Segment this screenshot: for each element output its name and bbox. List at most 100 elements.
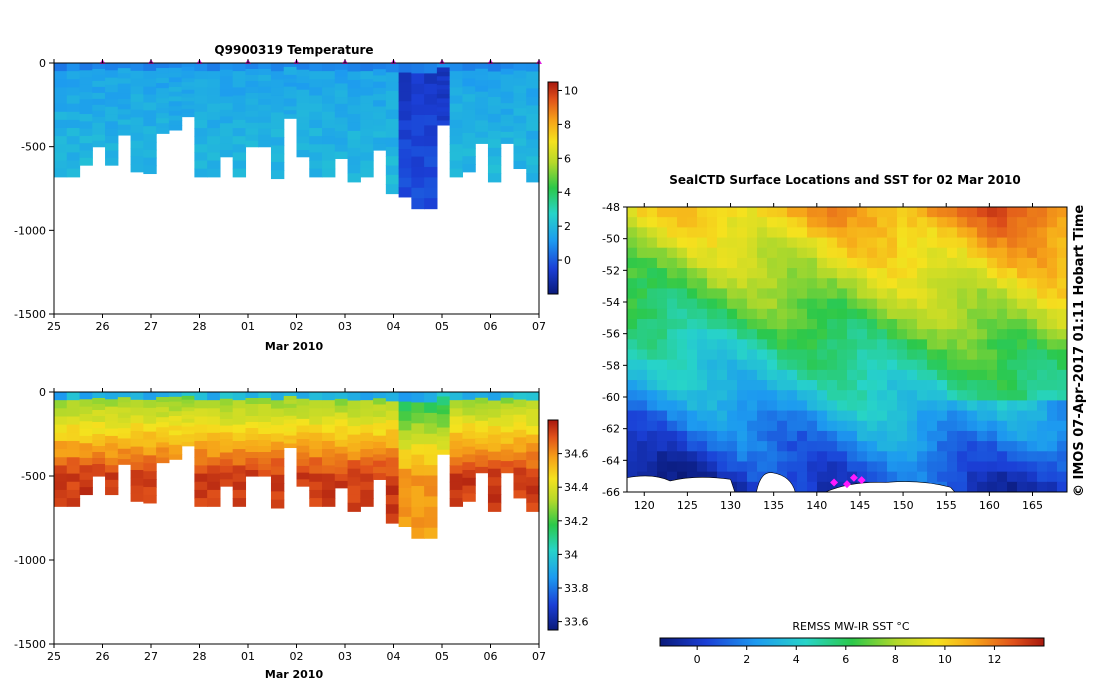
sst-cell xyxy=(687,227,698,239)
sst-cell xyxy=(677,207,688,218)
profile-cell xyxy=(424,83,438,95)
sst-cell xyxy=(1037,257,1048,269)
sst-cell xyxy=(897,257,908,269)
profile-cell xyxy=(117,397,132,403)
sst-cell xyxy=(1037,268,1048,279)
profile-cell xyxy=(156,417,170,423)
profile-cell xyxy=(54,449,68,458)
sst-cell xyxy=(1027,451,1038,463)
profile-cell xyxy=(449,392,464,401)
profile-cell xyxy=(424,125,438,137)
profile-cell xyxy=(411,444,425,456)
profile-cell xyxy=(309,87,323,97)
profile-cell xyxy=(232,481,247,491)
profile-cell xyxy=(66,160,81,170)
sst-cell xyxy=(767,441,778,452)
profile-cell xyxy=(398,139,412,150)
sst-cell xyxy=(907,441,918,452)
sst-cell xyxy=(1007,380,1018,391)
sst-cell xyxy=(837,471,848,483)
sst-cell xyxy=(967,369,978,381)
sst-cell xyxy=(787,339,798,351)
profile-cell xyxy=(373,63,387,70)
profile-cell xyxy=(360,498,374,507)
sst-cell xyxy=(737,390,748,402)
profile-cell xyxy=(373,143,387,151)
profile-cell xyxy=(347,113,361,124)
profile-cell xyxy=(283,411,298,417)
profile-cell xyxy=(207,498,221,507)
sst-cell xyxy=(787,420,798,432)
sst-cell xyxy=(897,349,908,361)
sst-cell xyxy=(1057,430,1067,442)
sst-cell xyxy=(907,451,918,463)
profile-cell xyxy=(385,184,400,195)
temperature-title: Q9900319 Temperature xyxy=(214,43,373,57)
profile-cell xyxy=(143,86,157,96)
profile-cell xyxy=(424,402,438,414)
profile-cell xyxy=(449,473,464,483)
profile-cell xyxy=(398,129,412,141)
profile-cell xyxy=(232,136,247,145)
profile-cell xyxy=(373,404,387,412)
profile-cell xyxy=(168,430,183,436)
x-tick-label: 28 xyxy=(193,320,207,333)
profile-cell xyxy=(385,128,400,139)
profile-cell xyxy=(130,446,144,455)
sst-cell xyxy=(1037,461,1048,473)
sst-cell xyxy=(657,430,668,442)
sst-cell xyxy=(897,318,908,330)
sst-cell xyxy=(927,278,938,290)
sst-cell xyxy=(887,227,898,239)
salinity-plot: 25 26 27 28 01 02 03 04 05 06 07 0-500-1000-1500 xyxy=(14,386,546,663)
profile-cell xyxy=(513,93,527,102)
profile-cell xyxy=(245,428,259,435)
sst-cell xyxy=(1047,237,1058,249)
sst-cell xyxy=(967,380,978,391)
sst-cell xyxy=(667,471,678,483)
sst-cell xyxy=(1027,400,1038,412)
sst-cell xyxy=(997,390,1008,402)
sst-cell xyxy=(857,298,868,310)
profile-cell xyxy=(462,63,476,72)
sst-cell xyxy=(927,410,938,422)
profile-cell xyxy=(475,415,489,422)
sst-cell xyxy=(1007,359,1018,371)
y-tick-label: -500 xyxy=(21,470,46,483)
sst-cell xyxy=(1047,441,1058,452)
profile-cell xyxy=(92,470,106,477)
sst-cell xyxy=(657,329,668,341)
sst-cell xyxy=(817,390,828,402)
profile-cell xyxy=(130,392,144,401)
sst-cell xyxy=(977,390,988,402)
sst-cell xyxy=(667,390,678,402)
sst-cell xyxy=(1057,278,1067,290)
sst-cell xyxy=(867,257,878,269)
profile-cell xyxy=(117,448,132,455)
profile-cell xyxy=(143,110,157,119)
profile-cell xyxy=(270,483,285,492)
profile-cell xyxy=(398,459,412,470)
sst-cell xyxy=(987,369,998,381)
profile-cell xyxy=(475,131,489,139)
profile-cell xyxy=(398,63,412,74)
profile-cell xyxy=(334,412,349,420)
sst-cell xyxy=(787,288,798,300)
sst-cell xyxy=(767,359,778,371)
profile-cell xyxy=(79,421,93,430)
sst-cell xyxy=(867,308,878,320)
profile-cell xyxy=(194,392,208,401)
sst-cell xyxy=(777,318,788,330)
sst-cell xyxy=(1047,339,1058,351)
sst-cell xyxy=(967,390,978,402)
sst-cell xyxy=(957,268,968,279)
sst-cell xyxy=(877,471,888,483)
sst-cell xyxy=(677,237,688,249)
salinity-profiles xyxy=(54,392,540,539)
profile-cell xyxy=(334,131,349,139)
sst-cell xyxy=(1037,207,1048,218)
profile-cell xyxy=(92,464,106,471)
sst-cell xyxy=(697,278,708,290)
sst-cell xyxy=(817,318,828,330)
sst-cell xyxy=(787,268,798,279)
